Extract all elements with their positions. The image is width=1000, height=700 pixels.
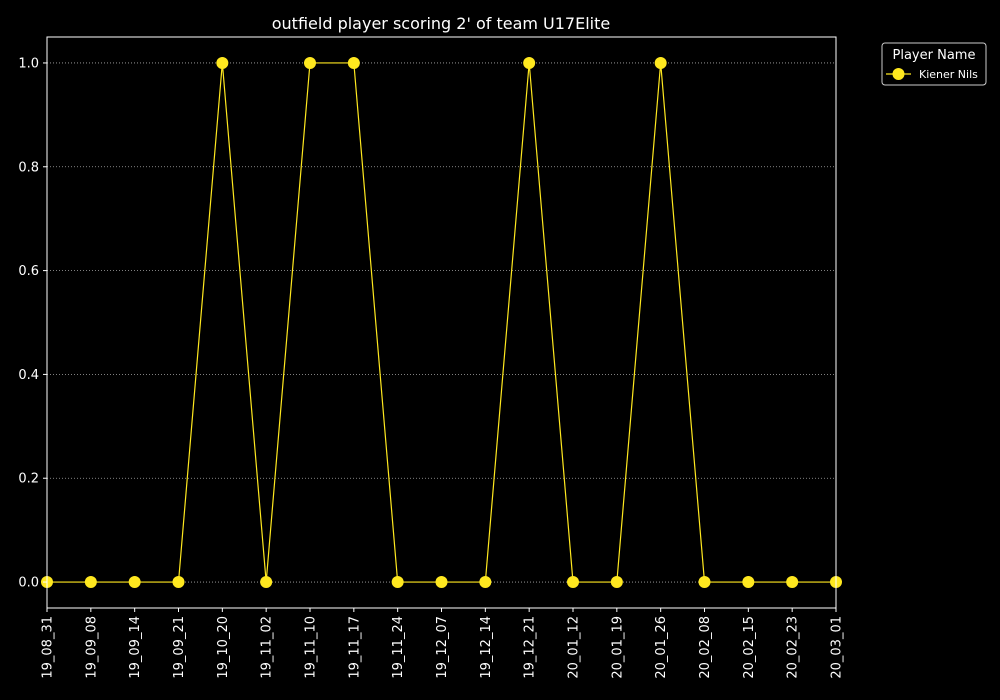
series-markers	[41, 56, 842, 589]
data-point	[128, 576, 141, 589]
data-point	[654, 56, 667, 69]
x-tick-label: 19_11_02	[260, 616, 275, 679]
data-point	[610, 576, 623, 589]
x-tick-label: 20_01_12	[567, 616, 582, 679]
series-line	[47, 62, 836, 583]
data-point	[742, 576, 755, 589]
y-tick-label: 0.6	[18, 264, 39, 279]
data-point	[304, 56, 316, 69]
legend-item-label: Kiener Nils	[919, 68, 978, 81]
y-tick-label: 0.2	[18, 472, 39, 487]
data-point	[479, 576, 492, 589]
x-tick-label: 19_09_21	[172, 616, 187, 679]
data-point	[172, 576, 185, 589]
data-point	[523, 56, 536, 69]
legend-title: Player Name	[893, 48, 976, 63]
data-point	[347, 56, 360, 69]
chart-title: outfield player scoring 2' of team U17El…	[272, 14, 610, 33]
grid-lines	[47, 62, 836, 583]
data-point	[786, 576, 799, 589]
data-point	[260, 576, 273, 589]
x-tick-label: 20_02_15	[742, 616, 757, 679]
y-tick-label: 0.0	[18, 576, 39, 591]
data-point	[435, 576, 448, 589]
x-tick-label: 19_08_31	[41, 616, 56, 679]
y-tick-label: 1.0	[18, 56, 39, 71]
x-tick-label: 19_10_20	[216, 616, 231, 679]
x-tick-label: 20_02_08	[698, 616, 713, 679]
x-tick-label: 20_03_01	[830, 616, 845, 679]
x-tick-label: 19_09_14	[128, 616, 143, 679]
data-point	[698, 576, 711, 589]
x-tick-label: 20_01_26	[654, 616, 669, 679]
x-tick-label: 19_12_14	[479, 616, 494, 679]
x-axis: 19_08_31 19_09_08 19_09_14 19_09_21 19_10_20…	[41, 608, 845, 679]
x-tick-label: 19_11_10	[304, 616, 319, 679]
data-point	[391, 576, 404, 589]
y-axis: 0.0 0.2 0.4 0.6 0.8 1.0	[18, 56, 47, 591]
x-tick-label: 20_02_23	[786, 616, 801, 679]
x-tick-label: 19_11_17	[347, 616, 362, 679]
data-point	[567, 576, 579, 589]
data-point	[84, 576, 97, 589]
x-tick-label: 20_01_19	[610, 616, 625, 679]
y-tick-label: 0.4	[18, 368, 39, 383]
y-tick-label: 0.8	[18, 160, 39, 175]
x-tick-label: 19_09_08	[84, 616, 99, 679]
x-tick-label: 19_11_24	[391, 616, 406, 679]
legend-swatch-marker	[892, 68, 905, 80]
x-tick-label: 19_12_07	[435, 616, 450, 679]
legend: Player Name Kiener Nils	[881, 42, 987, 86]
series-lines	[47, 62, 836, 583]
plot-area-frame	[46, 36, 837, 609]
data-point	[216, 56, 229, 69]
x-tick-label: 19_12_21	[523, 616, 538, 679]
